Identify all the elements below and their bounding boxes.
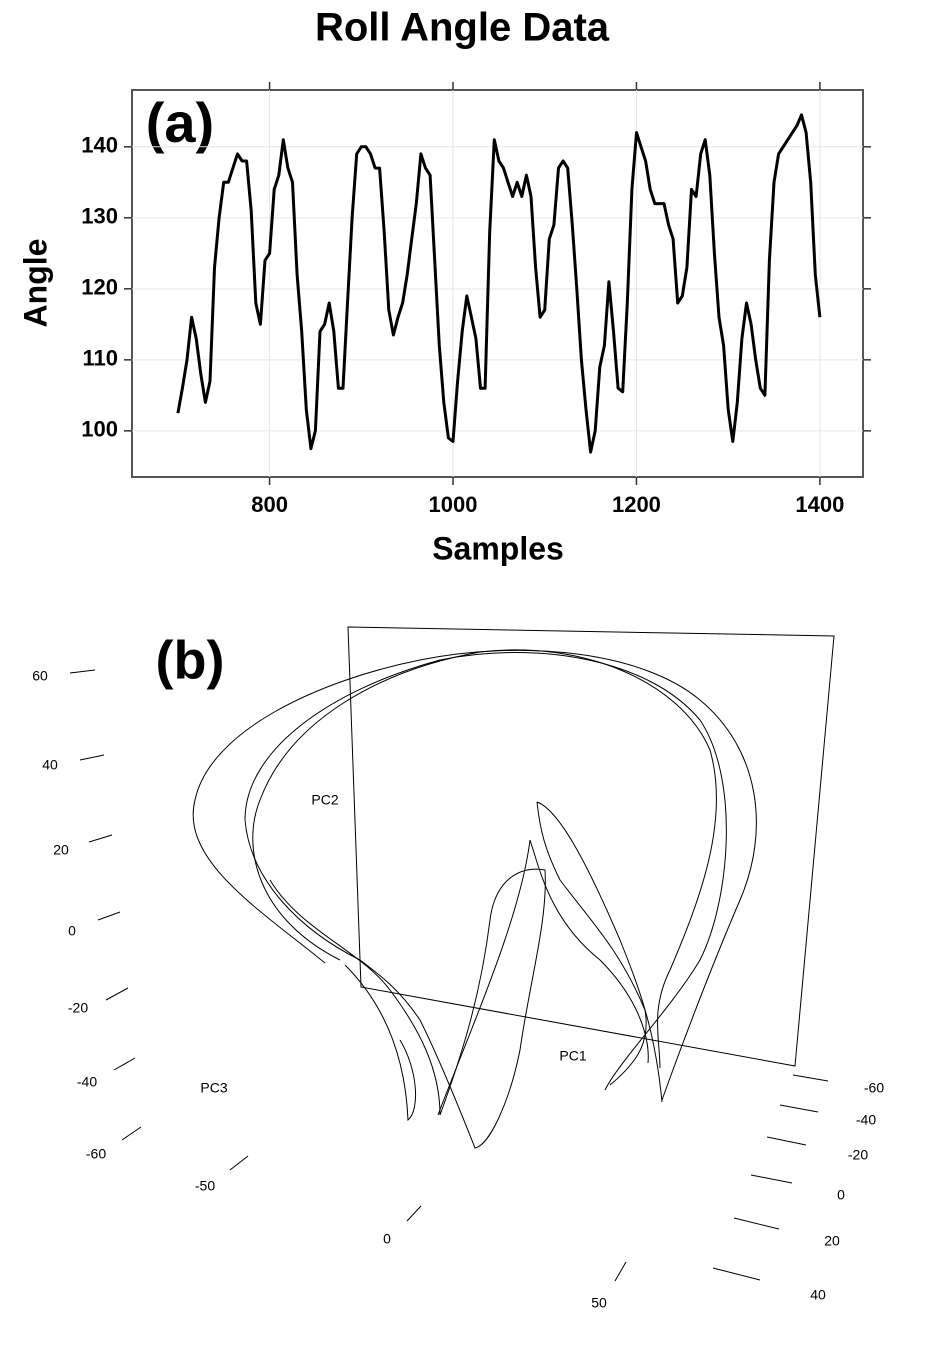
x-tick-label: 800 [251,492,288,517]
y-tick-label: 130 [81,204,118,229]
trajectory [536,801,663,1103]
tick-mark [229,1155,249,1171]
trajectory [192,649,757,1101]
tick-label: -40 [856,1112,876,1128]
trajectory [437,839,649,1116]
tick-label: -60 [86,1146,106,1162]
tick-label: 50 [591,1295,607,1311]
tick-label: 40 [42,757,58,773]
tick-mark [121,1126,142,1141]
tick-mark [733,1217,780,1230]
x-axis-label: Samples [432,530,564,566]
y-tick-label: 110 [83,346,119,371]
tick-label: 20 [53,842,69,858]
y-tick-label: 140 [81,133,118,158]
y-tick-label: 100 [81,417,118,442]
tick-mark [750,1174,793,1184]
tick-label: 0 [383,1231,391,1247]
tick-mark [766,1136,807,1146]
trajectory [269,868,546,1149]
trajectory [252,649,717,1069]
plot-frame [131,89,864,478]
tick-label: -40 [77,1074,97,1090]
tick-label: 0 [837,1187,845,1203]
tick-mark [97,911,121,921]
panel-label: (b) [156,630,225,690]
tick-mark [69,669,96,674]
tick-mark [712,1267,761,1281]
trajectory [344,964,417,1122]
tick-mark [792,1074,829,1082]
tick-label: -60 [864,1080,884,1096]
y-axis-label: Angle [17,239,53,328]
panel-label: (a) [146,91,214,154]
tick-mark [113,1057,136,1071]
tick-label: 20 [824,1233,840,1249]
tick-mark [79,754,105,761]
axis-label: PC3 [200,1080,227,1096]
tick-mark [88,834,113,843]
trajectory-group [192,649,757,1149]
x-tick-label: 1400 [795,492,844,517]
chart-title: Roll Angle Data [315,6,610,50]
trajectory [536,801,647,1086]
x-tick-label: 1000 [429,492,478,517]
x-tick-label: 1200 [612,492,661,517]
trajectory [244,652,727,1091]
tick-mark [406,1205,422,1222]
tick-label: 60 [32,668,48,684]
axis-label: PC2 [311,792,338,808]
tick-mark [614,1261,627,1282]
y-tick-label: 120 [81,275,118,300]
tick-label: -50 [195,1178,215,1194]
plane [347,626,835,1067]
tick-mark [105,987,129,1001]
tick-label: -20 [68,1000,88,1016]
tick-label: -20 [848,1147,868,1163]
tick-label: 40 [810,1287,826,1303]
tick-mark [779,1104,819,1113]
data-line [176,113,822,454]
tick-label: 0 [68,923,76,939]
axis-label: PC1 [559,1048,586,1064]
